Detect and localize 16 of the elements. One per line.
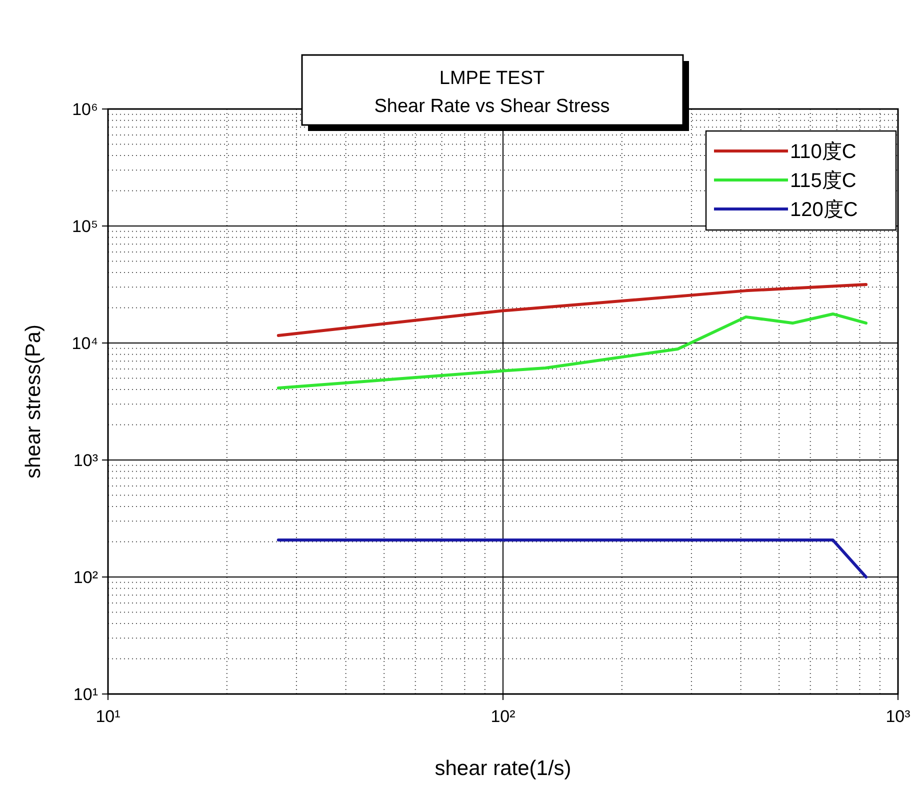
legend-label: 120度C [790,199,858,221]
y-tick-label: 10⁶ [72,100,98,119]
x-tick-label: 10² [490,707,516,726]
legend-label: 115度C [790,170,856,192]
chart-title: LMPE TEST [439,68,546,89]
y-tick-label: 10⁵ [72,217,98,236]
x-tick-label: 10¹ [96,707,121,726]
y-tick-label: 10¹ [73,685,98,704]
y-axis-title: shear stress(Pa) [22,324,45,479]
y-tick-label: 10³ [73,451,98,470]
y-tick-label: 10² [73,568,98,587]
legend-label: 110度C [790,141,856,163]
chart-subtitle: Shear Rate vs Shear Stress [374,96,610,117]
x-tick-label: 10³ [886,707,911,726]
x-axis-title: shear rate(1/s) [434,757,572,780]
y-tick-label: 10⁴ [72,334,98,353]
